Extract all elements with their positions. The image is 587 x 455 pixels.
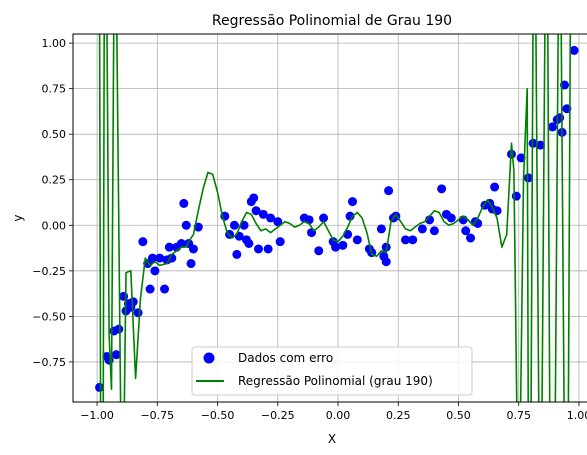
data-point bbox=[338, 240, 348, 250]
data-point bbox=[466, 233, 476, 243]
x-tick-label: −0.25 bbox=[261, 409, 295, 422]
data-point bbox=[547, 122, 557, 132]
axes-frame bbox=[72, 33, 587, 403]
data-point bbox=[273, 217, 283, 227]
data-point bbox=[114, 324, 124, 334]
x-tick-label: 0.50 bbox=[446, 409, 471, 422]
data-point bbox=[232, 249, 242, 259]
data-point bbox=[461, 226, 471, 236]
tick-layer: −1.00 −0.75 −0.50 −0.25 0.00 0.25 0.50 0.75 1.00… bbox=[32, 37, 587, 422]
x-tick-label: 0.75 bbox=[506, 409, 531, 422]
data-point bbox=[555, 113, 565, 123]
data-point bbox=[176, 239, 186, 249]
y-tick-label: 0.00 bbox=[42, 219, 67, 232]
x-tick-label: 0.25 bbox=[386, 409, 411, 422]
data-point bbox=[95, 382, 105, 392]
y-tick-label: −0.75 bbox=[32, 356, 66, 369]
data-point bbox=[148, 253, 158, 263]
y-tick-label: 0.25 bbox=[42, 174, 67, 187]
data-point bbox=[128, 297, 138, 307]
data-point bbox=[111, 350, 121, 360]
y-tick-label: 0.75 bbox=[42, 83, 67, 96]
data-point bbox=[188, 244, 198, 254]
data-point bbox=[133, 308, 143, 318]
x-tick-label: 0.00 bbox=[326, 409, 351, 422]
y-tick-label: −0.25 bbox=[32, 265, 66, 278]
x-tick-label: 1.00 bbox=[567, 409, 587, 422]
data-point bbox=[417, 224, 427, 234]
data-point bbox=[263, 244, 273, 254]
data-point bbox=[446, 213, 456, 223]
data-point bbox=[384, 186, 394, 196]
y-tick-label: 1.00 bbox=[42, 37, 67, 50]
regression-line bbox=[98, 34, 572, 402]
y-tick-label: 0.50 bbox=[42, 128, 67, 141]
chart-title: Regressão Polinomial de Grau 190 bbox=[212, 13, 452, 29]
data-point bbox=[400, 235, 410, 245]
data-point bbox=[251, 206, 261, 216]
data-point bbox=[511, 191, 521, 201]
data-point bbox=[381, 242, 391, 252]
y-tick-label: −0.50 bbox=[32, 310, 66, 323]
data-point bbox=[254, 244, 264, 254]
legend-label-scatter: Dados com erro bbox=[238, 351, 333, 365]
data-point bbox=[347, 197, 357, 207]
data-point bbox=[516, 153, 526, 163]
data-point bbox=[155, 253, 165, 263]
data-point bbox=[244, 239, 254, 249]
data-point bbox=[490, 182, 500, 192]
data-point bbox=[186, 259, 196, 269]
data-point bbox=[275, 237, 285, 247]
data-point bbox=[229, 220, 239, 230]
data-point bbox=[266, 213, 276, 223]
y-axis-label: y bbox=[11, 214, 25, 221]
data-point bbox=[523, 173, 533, 183]
data-point bbox=[429, 226, 439, 236]
data-point bbox=[376, 224, 386, 234]
data-point bbox=[179, 198, 189, 208]
data-point bbox=[437, 184, 447, 194]
data-point bbox=[314, 246, 324, 256]
data-point bbox=[352, 235, 362, 245]
legend: Dados com erro Regressão Polinomial (gra… bbox=[191, 346, 473, 396]
data-point bbox=[164, 242, 174, 252]
data-point bbox=[319, 213, 329, 223]
legend-label-line: Regressão Polinomial (grau 190) bbox=[238, 374, 433, 388]
data-point bbox=[138, 237, 148, 247]
data-point bbox=[249, 193, 259, 203]
data-point bbox=[408, 235, 418, 245]
x-axis-label: X bbox=[328, 432, 336, 446]
legend-marker-scatter bbox=[203, 352, 215, 364]
data-point bbox=[150, 266, 160, 276]
data-point bbox=[181, 220, 191, 230]
x-tick-label: −0.75 bbox=[140, 409, 174, 422]
data-point bbox=[258, 209, 268, 219]
legend-box bbox=[191, 346, 473, 396]
data-point bbox=[381, 257, 391, 267]
x-tick-label: −1.00 bbox=[80, 409, 114, 422]
data-point bbox=[331, 242, 341, 252]
data-point bbox=[535, 140, 545, 150]
plot-area bbox=[95, 34, 579, 402]
data-point bbox=[145, 284, 155, 294]
data-point bbox=[160, 284, 170, 294]
data-point bbox=[569, 45, 579, 55]
x-tick-label: −0.50 bbox=[201, 409, 235, 422]
